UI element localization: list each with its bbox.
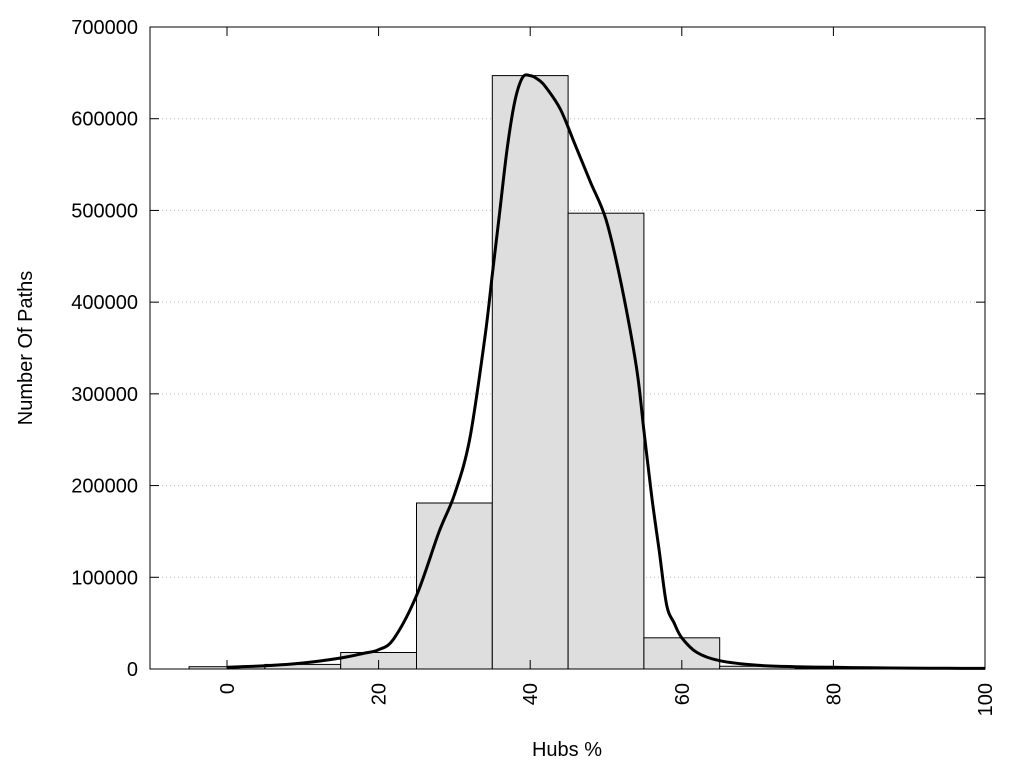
y-axis-tick-labels: 0 100000 200000 300000 400000 500000 600000 700…	[71, 17, 138, 681]
y-tick-label: 0	[127, 659, 138, 681]
y-axis-label: Number Of Paths	[15, 271, 37, 426]
y-tick-label: 700000	[71, 17, 138, 39]
y-tick-label: 300000	[71, 384, 138, 406]
y-tick-label: 100000	[71, 567, 138, 589]
y-tick-label: 400000	[71, 292, 138, 314]
x-tick-label: 80	[823, 683, 845, 705]
y-tick-label: 600000	[71, 109, 138, 131]
axis-ticks	[150, 26, 986, 670]
x-axis-tick-labels: 0 20 40 60 80 100	[217, 683, 997, 716]
histogram-bar	[416, 502, 493, 670]
fit-curve	[226, 73, 986, 670]
x-axis-label: Hubs %	[532, 739, 602, 761]
x-tick-label: 20	[369, 683, 391, 705]
plot-frame	[149, 26, 986, 670]
x-tick-label: 60	[672, 683, 694, 705]
x-tick-label: 100	[975, 683, 997, 716]
y-tick-label: 200000	[71, 476, 138, 498]
histogram-bar	[567, 212, 645, 670]
x-tick-label: 0	[217, 683, 239, 694]
y-tick-label: 500000	[71, 200, 138, 222]
histogram-bars	[188, 75, 986, 670]
x-tick-label: 40	[520, 683, 542, 705]
